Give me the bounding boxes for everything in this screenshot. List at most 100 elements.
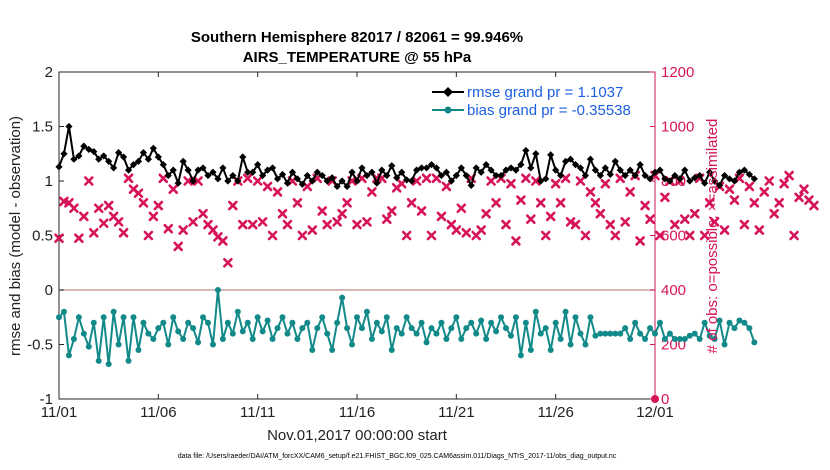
assimilated-point xyxy=(381,214,392,224)
bias-point xyxy=(448,325,455,332)
bias-point xyxy=(661,336,668,343)
bias-point xyxy=(269,336,276,343)
bias-point xyxy=(393,325,400,332)
rmse-point xyxy=(110,164,118,172)
cross-stroke xyxy=(794,192,804,203)
rmse-point xyxy=(199,164,207,172)
rmse-point xyxy=(383,171,391,180)
rmse-point xyxy=(139,149,148,157)
assimilated-point xyxy=(491,198,501,208)
bias-point xyxy=(110,308,117,315)
assimilated-point xyxy=(218,236,228,246)
rmse-point xyxy=(745,170,753,179)
rmse-point xyxy=(417,164,426,172)
assimilated-point xyxy=(98,218,109,229)
bias-point xyxy=(458,336,465,343)
assimilated-point xyxy=(580,230,591,241)
assimilated-point xyxy=(69,203,79,214)
bias-point xyxy=(418,319,425,326)
bias-point xyxy=(647,325,654,332)
assimilated-point xyxy=(456,203,467,214)
rmse-point xyxy=(264,166,272,174)
cross-stroke xyxy=(640,200,650,211)
assimilated-point xyxy=(779,178,789,189)
cross-stroke xyxy=(386,206,397,216)
assimilated-point xyxy=(719,225,730,235)
rmse-point xyxy=(55,163,63,171)
cross-stroke xyxy=(729,195,740,205)
rmse-point xyxy=(308,177,316,185)
cross-stroke xyxy=(535,198,546,208)
cross-stroke xyxy=(481,208,491,219)
cross-stroke xyxy=(79,211,89,222)
rmse-point xyxy=(154,153,162,161)
rmse-point xyxy=(90,147,98,156)
assimilated-point xyxy=(709,217,720,227)
cross-stroke xyxy=(521,173,531,184)
bias-point xyxy=(115,341,122,348)
assimilated-point xyxy=(123,173,134,184)
bias-point xyxy=(358,325,365,332)
cross-stroke xyxy=(799,184,809,194)
cross-stroke xyxy=(744,181,755,192)
bias-point xyxy=(135,346,142,353)
cross-stroke xyxy=(704,198,715,208)
cross-stroke xyxy=(188,217,198,227)
bias-point xyxy=(349,341,356,348)
rmse-point xyxy=(437,171,446,180)
bias-point xyxy=(721,341,728,348)
assimilated-point xyxy=(252,176,263,186)
bias-point xyxy=(632,319,639,326)
rmse-point xyxy=(134,157,143,165)
assimilated-point xyxy=(655,230,665,241)
rmse-point xyxy=(353,177,361,185)
assimilated-point xyxy=(277,208,288,219)
assimilated-point xyxy=(163,223,174,234)
bias-point xyxy=(160,319,167,326)
bias-point xyxy=(408,325,415,332)
bias-point xyxy=(562,308,569,315)
cross-stroke xyxy=(93,203,104,214)
assimilated-point xyxy=(411,176,422,186)
cross-stroke xyxy=(555,198,566,208)
assimilated-point xyxy=(247,219,258,230)
cross-stroke xyxy=(297,230,308,241)
cross-stroke xyxy=(84,176,94,186)
cross-stroke xyxy=(307,225,318,235)
rmse-point xyxy=(105,157,113,165)
cross-stroke xyxy=(511,236,521,246)
rmse-point xyxy=(467,181,475,189)
assimilated-point xyxy=(396,178,407,189)
cross-stroke xyxy=(699,230,710,241)
assimilated-point xyxy=(570,219,581,230)
cross-stroke xyxy=(585,187,596,197)
cross-stroke xyxy=(406,198,417,208)
assimilated-point xyxy=(620,217,631,227)
rmse-point xyxy=(343,182,351,191)
bias-point xyxy=(567,341,574,348)
bias-point xyxy=(105,361,112,368)
possible-zero-marker xyxy=(651,395,659,403)
rmse-point xyxy=(631,171,639,180)
rmse-point xyxy=(601,164,609,172)
assimilated-point xyxy=(724,184,735,194)
cross-stroke xyxy=(277,208,288,219)
assimilated-point xyxy=(421,173,432,184)
assimilated-point xyxy=(749,198,760,208)
assimilated-point xyxy=(605,219,616,230)
cross-stroke xyxy=(684,230,695,241)
series-bias xyxy=(56,287,758,368)
rmse-point xyxy=(696,171,704,180)
rmse-point xyxy=(298,180,306,188)
cross-stroke xyxy=(98,218,109,229)
rmse-point xyxy=(408,177,416,185)
assimilated-point xyxy=(511,236,521,246)
assimilated-point xyxy=(689,208,700,219)
bias-point xyxy=(617,330,624,337)
cross-stroke xyxy=(570,219,581,230)
assimilated-point xyxy=(461,227,472,238)
cross-stroke xyxy=(421,173,432,184)
bias-point xyxy=(85,343,92,350)
assimilated-point xyxy=(600,178,611,189)
assimilated-point xyxy=(476,225,486,235)
